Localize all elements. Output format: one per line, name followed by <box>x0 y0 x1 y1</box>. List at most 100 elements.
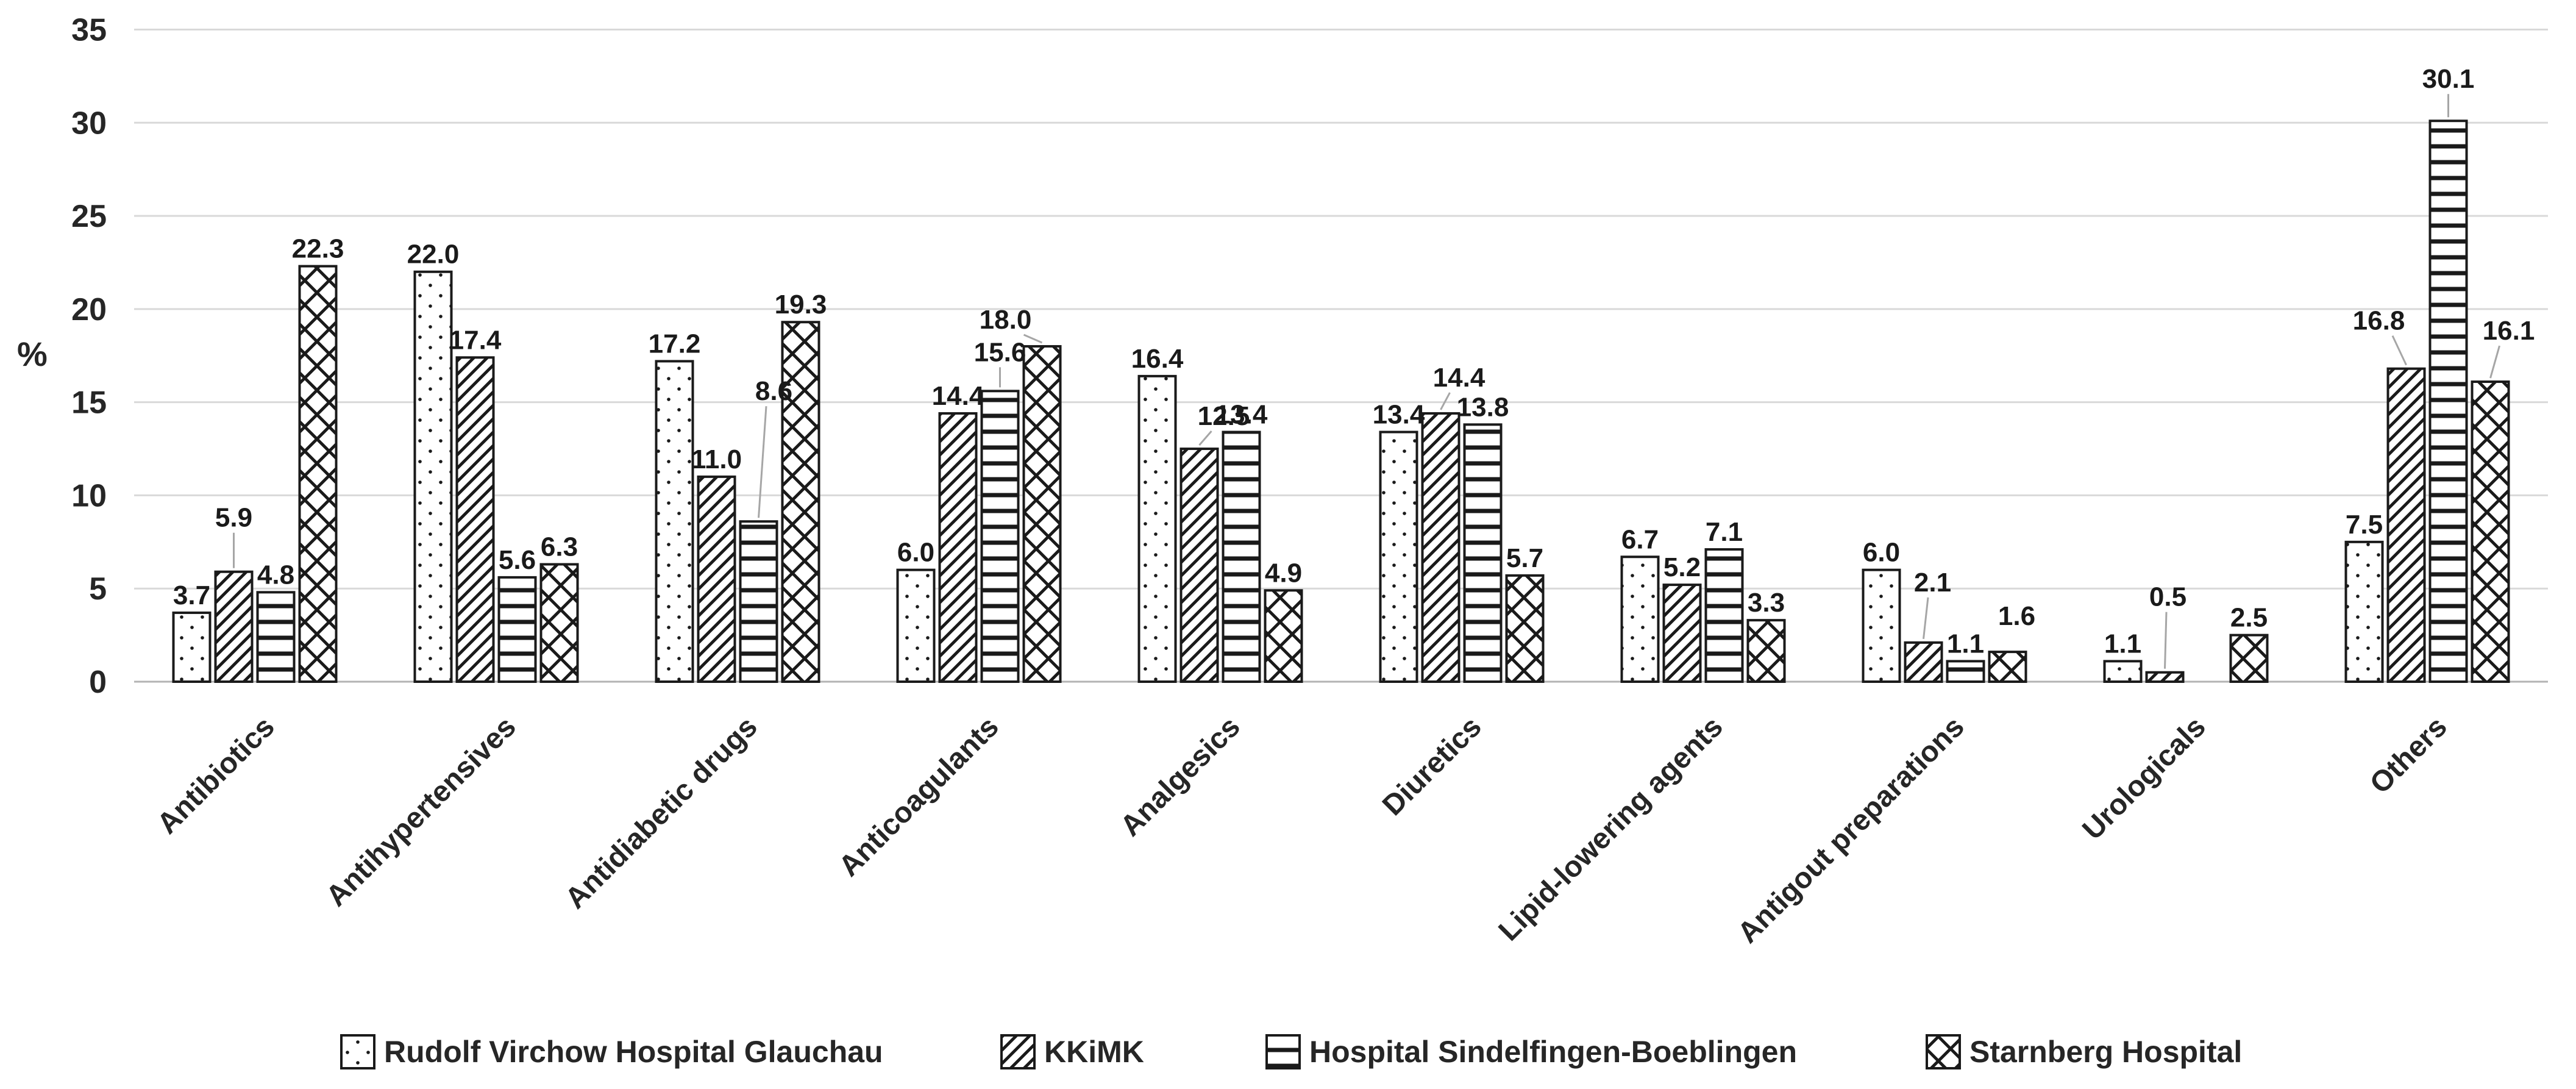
data-label: 8.6 <box>755 376 792 406</box>
legend-swatch-diagonal-hatch <box>1000 1034 1036 1069</box>
bar-series4-cat5 <box>1264 589 1303 684</box>
x-axis-category-label: Antidiabetic drugs <box>559 710 763 915</box>
data-label: 19.3 <box>775 290 827 320</box>
x-axis-category-label: Others <box>2364 710 2453 800</box>
y-axis-tick-label: 0 <box>89 665 107 700</box>
data-label-leader-line <box>2489 345 2500 379</box>
x-axis-category-label: Urologicals <box>2076 710 2211 846</box>
y-axis-tick-label: 15 <box>71 385 107 421</box>
x-axis-category-label: Diuretics <box>1376 710 1488 822</box>
data-label: 15.6 <box>974 337 1026 367</box>
x-axis-category-label: Antigout preparations <box>1732 710 1971 949</box>
data-label: 12.5 <box>1198 401 1250 431</box>
data-label: 6.0 <box>897 538 934 568</box>
data-label-leader-line <box>2164 612 2168 669</box>
bar-series2-cat1 <box>214 570 254 683</box>
bar-series4-cat9 <box>2229 634 2269 684</box>
data-label: 14.4 <box>932 381 984 411</box>
data-label-leader-line <box>1440 392 1451 410</box>
x-axis-category-label: Antibiotics <box>151 710 281 840</box>
bar-series4-cat6 <box>1505 574 1545 683</box>
legend-item: KKiMK <box>1000 1034 1144 1069</box>
bar-series2-cat6 <box>1421 412 1461 684</box>
bar-series3-cat7 <box>1704 548 1744 684</box>
bar-series3-cat5 <box>1222 430 1261 684</box>
legend-label: Rudolf Virchow Hospital Glauchau <box>384 1035 883 1069</box>
data-label: 14.4 <box>1433 363 1485 393</box>
legend-item: Starnberg Hospital <box>1926 1034 2242 1069</box>
bar-series4-cat4 <box>1022 345 1062 683</box>
bar-series2-cat10 <box>2386 367 2426 683</box>
data-label: 0.5 <box>2149 582 2186 612</box>
data-label: 5.7 <box>1506 543 1543 573</box>
bar-series4-cat7 <box>1746 619 1786 684</box>
bar-series1-cat6 <box>1379 430 1418 684</box>
data-label: 6.0 <box>1863 538 1900 568</box>
data-label: 7.5 <box>2346 510 2383 540</box>
data-label: 1.1 <box>1947 629 1984 659</box>
data-label: 11.0 <box>691 445 742 474</box>
bar-series1-cat7 <box>1620 555 1660 684</box>
bar-series2-cat5 <box>1179 448 1219 683</box>
bar-series3-cat10 <box>2428 120 2468 684</box>
data-label: 18.0 <box>980 305 1032 335</box>
legend: Rudolf Virchow Hospital Glauchau KKiMK Hos… <box>340 1034 2242 1069</box>
data-label: 5.2 <box>1663 552 1701 582</box>
bar-series3-cat3 <box>739 520 778 683</box>
bar-series3-cat8 <box>1946 660 1985 683</box>
bar-series2-cat4 <box>938 412 978 684</box>
data-label: 3.7 <box>173 580 210 610</box>
bar-series4-cat8 <box>1988 651 2027 683</box>
bar-series2-cat8 <box>1904 641 1943 683</box>
data-label-leader-line <box>1198 430 1212 446</box>
bar-series4-cat10 <box>2471 380 2510 684</box>
data-label: 17.2 <box>649 329 701 359</box>
data-label-leader-line <box>1923 597 1929 639</box>
legend-label: Hospital Sindelfingen-Boeblingen <box>1309 1035 1797 1069</box>
legend-item: Rudolf Virchow Hospital Glauchau <box>340 1034 883 1069</box>
y-axis-tick-label: 30 <box>71 105 107 141</box>
data-label: 13.4 <box>1215 400 1268 430</box>
y-axis-tick-label: 35 <box>71 13 107 48</box>
y-axis-tick-label: 10 <box>71 478 107 513</box>
data-label: 5.9 <box>215 503 252 533</box>
data-labels-layer: 3.7 22.0 17.2 6.0 16.4 13.4 6.7 6.0 1.1 7.5 5.9 17.… <box>173 64 2535 659</box>
bar-series1-cat2 <box>413 270 453 683</box>
data-label-leader-line <box>1023 334 1043 344</box>
data-label: 6.3 <box>541 532 578 562</box>
legend-item: Hospital Sindelfingen-Boeblingen <box>1265 1034 1797 1069</box>
label-leader-lines-layer <box>233 94 2500 669</box>
data-label: 17.4 <box>449 325 502 355</box>
bar-series2-cat2 <box>455 356 495 683</box>
data-label: 1.6 <box>1998 601 2035 631</box>
data-label: 2.5 <box>2230 603 2268 633</box>
x-axis-category-label: Lipid-lowering agents <box>1493 710 1729 947</box>
bar-series3-cat6 <box>1463 423 1503 683</box>
bar-series2-cat3 <box>697 475 736 683</box>
y-axis-tick-label: 25 <box>71 199 107 234</box>
y-axis-tick-label: 20 <box>71 292 107 327</box>
data-label: 13.4 <box>1373 400 1425 430</box>
bar-series4-cat3 <box>781 321 820 683</box>
data-label: 1.1 <box>2104 629 2141 659</box>
y-axis-tick-label: 5 <box>89 571 107 607</box>
data-label: 16.4 <box>1131 344 1184 374</box>
data-label-leader-line <box>2391 335 2407 366</box>
legend-label: Starnberg Hospital <box>1969 1035 2242 1069</box>
bar-series1-cat1 <box>172 611 212 684</box>
bar-series4-cat1 <box>298 265 338 683</box>
bar-series1-cat8 <box>1862 568 1901 684</box>
data-label: 4.8 <box>257 560 294 590</box>
legend-label: KKiMK <box>1044 1035 1144 1069</box>
x-axis-category-label: Analgesics <box>1114 710 1247 843</box>
data-label: 4.9 <box>1265 558 1302 588</box>
data-label: 5.6 <box>499 545 536 575</box>
x-axis-category-label: Anticoagulants <box>833 710 1005 883</box>
bar-series3-cat1 <box>256 591 296 684</box>
data-label: 7.1 <box>1706 517 1743 547</box>
legend-swatch-horizontal-stripes <box>1265 1034 1301 1069</box>
legend-swatch-diagonal-crosshatch <box>1926 1034 1961 1069</box>
data-label: 3.3 <box>1748 588 1785 618</box>
